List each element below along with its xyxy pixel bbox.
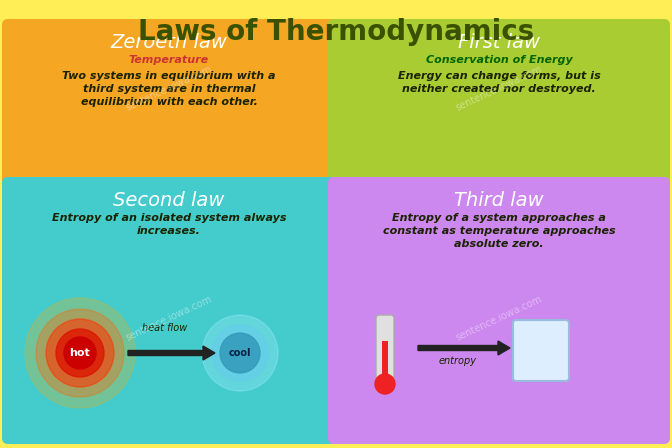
Text: Entropy of an isolated system always
increases.: Entropy of an isolated system always inc… <box>52 213 286 236</box>
Text: sentence.iowa.com: sentence.iowa.com <box>454 64 544 112</box>
FancyArrow shape <box>128 346 215 360</box>
FancyBboxPatch shape <box>2 19 336 186</box>
Text: hot: hot <box>70 348 90 358</box>
Text: Third law: Third law <box>454 191 544 210</box>
Text: Two systems in equilibrium with a
third system are in thermal
equilibrium with e: Two systems in equilibrium with a third … <box>62 71 276 108</box>
Circle shape <box>202 315 278 391</box>
Text: sentence.iowa.com: sentence.iowa.com <box>124 293 214 342</box>
Text: cool: cool <box>228 348 251 358</box>
Text: Zeroeth law: Zeroeth law <box>111 33 227 52</box>
FancyBboxPatch shape <box>328 177 670 444</box>
Circle shape <box>64 337 96 369</box>
FancyBboxPatch shape <box>376 315 394 391</box>
Circle shape <box>25 298 135 408</box>
FancyBboxPatch shape <box>328 19 670 186</box>
FancyArrow shape <box>418 341 510 355</box>
Circle shape <box>36 309 124 397</box>
Text: sentence.iowa.com: sentence.iowa.com <box>124 64 214 112</box>
Text: sentence.iowa.com: sentence.iowa.com <box>454 293 544 342</box>
Text: Second law: Second law <box>114 191 224 210</box>
Circle shape <box>212 325 268 381</box>
Text: Temperature: Temperature <box>129 55 209 65</box>
Bar <box>382 341 388 386</box>
Circle shape <box>46 319 114 387</box>
Text: Conservation of Energy: Conservation of Energy <box>425 55 573 65</box>
Text: Energy can change forms, but is
neither created nor destroyed.: Energy can change forms, but is neither … <box>398 71 600 94</box>
Text: First law: First law <box>458 33 540 52</box>
Text: heat flow: heat flow <box>142 323 187 333</box>
Text: entropy: entropy <box>439 356 477 366</box>
Text: Entropy of a system approaches a
constant as temperature approaches
absolute zer: Entropy of a system approaches a constan… <box>382 213 616 250</box>
Circle shape <box>375 374 395 394</box>
Circle shape <box>220 333 260 373</box>
Text: Laws of Thermodynamics: Laws of Thermodynamics <box>138 18 534 46</box>
FancyBboxPatch shape <box>2 177 336 444</box>
FancyBboxPatch shape <box>513 320 569 381</box>
Circle shape <box>56 329 104 377</box>
